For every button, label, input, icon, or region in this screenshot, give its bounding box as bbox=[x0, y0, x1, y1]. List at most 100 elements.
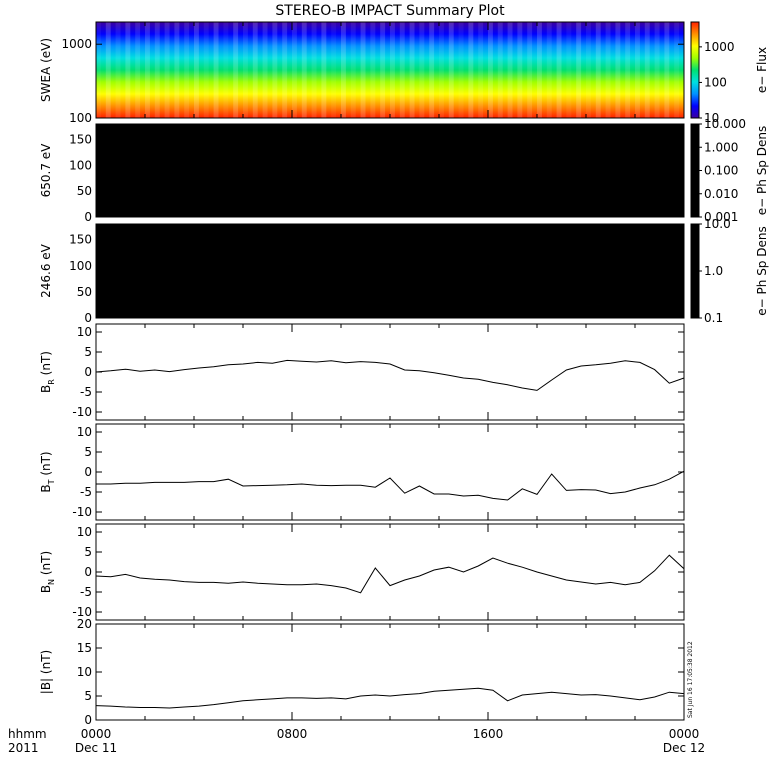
pad246-ytick-label: 0 bbox=[84, 311, 92, 325]
pad650-colorbar bbox=[690, 123, 700, 218]
br-ytick-label: 5 bbox=[84, 345, 92, 359]
figure-title: STEREO-B IMPACT Summary Plot bbox=[275, 3, 505, 19]
swea-ytick-label: 100 bbox=[69, 111, 92, 125]
bmag-ylabel: |B| (nT) bbox=[39, 650, 53, 694]
spectrogram-streak bbox=[674, 22, 680, 118]
spectrogram-streak bbox=[615, 22, 621, 118]
ylabel-sub: R bbox=[47, 379, 56, 385]
x-tick-0800: 0800 bbox=[277, 727, 308, 741]
x-axis-footer: hhmm 2011 0000 Dec 11 0800 1600 0000 Dec… bbox=[8, 727, 705, 755]
spectrogram-streak bbox=[635, 22, 640, 118]
pad246-pad-image bbox=[96, 224, 684, 318]
x-tick-end-date: Dec 12 bbox=[663, 741, 705, 755]
spectrogram-streak bbox=[213, 22, 219, 118]
spectrogram-streak bbox=[644, 22, 650, 118]
swea-ytick-label: 1000 bbox=[61, 37, 92, 51]
colorbar-flux bbox=[690, 21, 700, 119]
spectrogram-streak bbox=[468, 22, 474, 118]
swea-cbar-tick-label: 1000 bbox=[704, 40, 735, 54]
ylabel-main: B bbox=[39, 585, 53, 593]
spectrogram-streak bbox=[497, 22, 503, 118]
spectrogram-streak bbox=[350, 22, 356, 118]
br-ytick-label: -10 bbox=[72, 405, 92, 419]
bn-frame bbox=[95, 523, 685, 621]
spectrogram-streak bbox=[576, 22, 582, 118]
spectrogram-streak bbox=[586, 22, 591, 118]
spectrogram-streak bbox=[419, 22, 425, 118]
pad650-cbar-label: e− Ph Sp Dens bbox=[755, 126, 769, 215]
ylabel-main: B bbox=[39, 484, 53, 492]
pad650-ytick-label: 50 bbox=[77, 184, 92, 198]
spectrogram-streak bbox=[625, 22, 631, 118]
pad246-ytick-label: 100 bbox=[69, 259, 92, 273]
spectrogram-streak bbox=[252, 22, 258, 118]
ylabel-unit: (nT) bbox=[39, 351, 53, 379]
spectrogram-streak bbox=[537, 22, 542, 118]
spectrogram-streak bbox=[321, 22, 327, 118]
x-row2-label: 2011 bbox=[8, 741, 39, 755]
br-ytick-label: 10 bbox=[77, 325, 92, 339]
spectrogram-streak bbox=[458, 22, 464, 118]
spectrogram-streak bbox=[360, 22, 366, 118]
bt-ytick-label: -10 bbox=[72, 505, 92, 519]
spectrogram-streak bbox=[439, 22, 444, 118]
spectrogram-streak bbox=[341, 22, 346, 118]
bn-ytick-label: -10 bbox=[72, 605, 92, 619]
bn-ytick-label: 5 bbox=[84, 545, 92, 559]
spectrogram-streak bbox=[243, 22, 248, 118]
spectrogram-streak bbox=[507, 22, 513, 118]
spectrogram-streak bbox=[203, 22, 209, 118]
bt-series-line bbox=[96, 470, 685, 501]
x-tick-start-date: Dec 11 bbox=[75, 741, 117, 755]
spectrogram-streak bbox=[164, 22, 170, 118]
bt-ytick-label: 0 bbox=[84, 465, 92, 479]
pad650-cbar-tick-label: 0.001 bbox=[704, 210, 738, 224]
spectrogram-streak bbox=[409, 22, 415, 118]
swea-spectrogram bbox=[96, 22, 684, 118]
spectrogram-streak bbox=[125, 22, 131, 118]
pad650-pad-image bbox=[96, 124, 684, 217]
spectrogram-streak bbox=[194, 22, 199, 118]
bmag-series-line bbox=[95, 687, 685, 709]
spectrogram-streak bbox=[380, 22, 386, 118]
bt-ytick-label: -5 bbox=[80, 485, 92, 499]
bmag-ytick-label: 20 bbox=[77, 617, 92, 631]
spectrogram-streak bbox=[184, 22, 190, 118]
spectrogram-streak bbox=[154, 22, 160, 118]
spectrogram-streak bbox=[399, 22, 405, 118]
spectrogram-streak bbox=[654, 22, 660, 118]
br-ylabel: BR (nT) bbox=[39, 351, 56, 393]
spectrogram-streak bbox=[605, 22, 611, 118]
br-frame bbox=[95, 323, 685, 421]
spectrogram-streak bbox=[331, 22, 337, 118]
x-tick-1600: 1600 bbox=[473, 727, 504, 741]
pad246-cbar-tick-label: 0.1 bbox=[704, 311, 723, 325]
pad650-ytick-label: 100 bbox=[69, 158, 92, 172]
br-series-line bbox=[95, 359, 685, 391]
br-ytick-label: 0 bbox=[84, 365, 92, 379]
spectrogram-streak bbox=[292, 22, 297, 118]
spectrogram-streak bbox=[135, 22, 141, 118]
pad246-colorbar bbox=[690, 223, 700, 319]
bmag-frame bbox=[95, 623, 685, 721]
bn-ytick-label: 10 bbox=[77, 525, 92, 539]
x-row1-label: hhmm bbox=[8, 727, 47, 741]
spectrogram-streak bbox=[448, 22, 454, 118]
bn-ylabel: BN (nT) bbox=[39, 551, 56, 593]
spectrogram-streak bbox=[390, 22, 395, 118]
spectrogram-streak bbox=[370, 22, 376, 118]
bt-ytick-label: 5 bbox=[84, 445, 92, 459]
swea-ylabel: SWEA (eV) bbox=[39, 38, 53, 102]
bmag-ytick-label: 10 bbox=[77, 665, 92, 679]
pad650-cbar-tick-label: 1.000 bbox=[704, 140, 738, 154]
spectrogram-streak bbox=[272, 22, 278, 118]
swea-cbar-label: e− Flux bbox=[755, 47, 769, 93]
spectrogram-streak bbox=[311, 22, 317, 118]
spectrogram-streak bbox=[223, 22, 229, 118]
spectrogram-streak bbox=[595, 22, 601, 118]
spectrogram-streak bbox=[115, 22, 121, 118]
pad246-cbar-tick-label: 1.0 bbox=[704, 264, 723, 278]
bt-ylabel: BT (nT) bbox=[39, 451, 56, 492]
bt-frame bbox=[95, 423, 685, 521]
